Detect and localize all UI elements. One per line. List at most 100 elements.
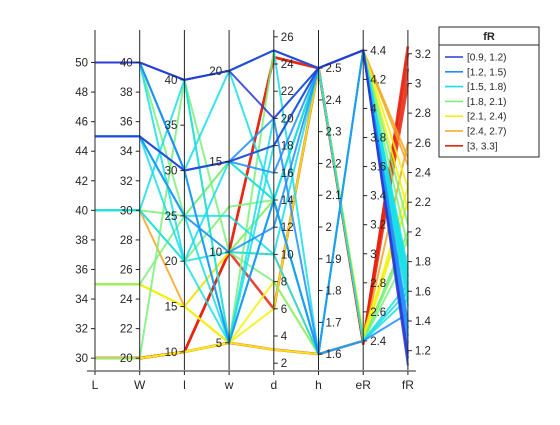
tick-label-er-4-4: 4.4 (370, 45, 387, 57)
tick-label-w-40: 40 (120, 58, 133, 70)
legend-label-5: [2.4, 2.7) (467, 127, 506, 138)
category-label-h: h (315, 378, 322, 392)
tick-label-l-32: 32 (75, 324, 88, 336)
legend-label-6: [3, 3.3] (467, 141, 498, 152)
tick-label-d-4: 4 (281, 331, 288, 343)
tick-label-h-1-7: 1.7 (326, 317, 342, 329)
tick-label-w-36: 36 (120, 117, 133, 129)
tick-label-d-24: 24 (281, 59, 294, 71)
tick-label-fr-1-2: 1.2 (415, 346, 431, 358)
tick-label-er-3-6: 3.6 (370, 162, 386, 174)
tick-label-d-26: 26 (281, 32, 294, 44)
tick-label-h-1-6: 1.6 (326, 349, 342, 361)
series-line-30 (95, 49, 409, 329)
tick-label-h-2-2: 2.2 (326, 158, 342, 170)
tick-label-l-30: 30 (75, 353, 88, 365)
tick-label-er-2-4: 2.4 (370, 336, 387, 348)
category-label-w: w (224, 378, 234, 392)
tick-label-h-2-3: 2.3 (326, 127, 342, 139)
tick-label-fr-2-6: 2.6 (415, 138, 431, 150)
tick-label-h-2-1: 2.1 (326, 190, 342, 202)
data-lines (95, 46, 410, 366)
tick-label-er-2-6: 2.6 (370, 307, 386, 319)
tick-label-h-2-5: 2.5 (326, 63, 342, 75)
category-label-d: d (270, 378, 277, 392)
tick-label-l-42: 42 (75, 176, 88, 188)
tick-label-d-6: 6 (281, 304, 287, 316)
tick-label-d-18: 18 (281, 141, 294, 153)
legend-label-3: [1.8, 2.1) (467, 97, 506, 108)
tick-label-fr-1-6: 1.6 (415, 286, 431, 298)
tick-label-fr-3-2: 3.2 (415, 49, 431, 61)
series-line-19 (95, 49, 409, 299)
tick-label-d-8: 8 (281, 277, 287, 289)
tick-label-l-38: 38 (75, 235, 88, 247)
category-label-w: W (134, 378, 146, 392)
tick-label-w-24: 24 (120, 294, 133, 306)
series-line-33 (95, 61, 409, 356)
series-line-17 (95, 61, 409, 356)
category-label-l: L (92, 378, 99, 392)
tick-label-h-2-4: 2.4 (326, 95, 343, 107)
tick-label-w-22: 22 (120, 324, 133, 336)
tick-label-d-16: 16 (281, 168, 294, 180)
tick-label-l-15: 15 (165, 302, 178, 314)
tick-label-l-48: 48 (75, 87, 88, 99)
tick-label-l-30: 30 (165, 166, 178, 178)
tick-label-w-15: 15 (209, 156, 222, 168)
tick-label-er-3-2: 3.2 (370, 220, 386, 232)
tick-label-er-4: 4 (370, 103, 377, 115)
series-line-36 (95, 49, 409, 354)
tick-label-fr-1-8: 1.8 (415, 257, 431, 269)
tick-label-fr-2-2: 2.2 (415, 197, 431, 209)
tick-label-l-50: 50 (75, 58, 88, 70)
tick-label-d-22: 22 (281, 86, 294, 98)
tick-label-l-46: 46 (75, 117, 88, 129)
tick-label-d-10: 10 (281, 249, 294, 261)
tick-label-er-3: 3 (370, 249, 376, 261)
coordinate-axes: 3032343638404244464850202224262830323436… (75, 30, 431, 370)
tick-label-l-40: 40 (165, 75, 178, 87)
tick-label-d-20: 20 (281, 113, 294, 125)
tick-label-l-36: 36 (75, 264, 88, 276)
tick-label-l-20: 20 (165, 256, 178, 268)
tick-label-er-3-4: 3.4 (370, 191, 387, 203)
tick-label-l-35: 35 (165, 120, 178, 132)
tick-label-w-28: 28 (120, 235, 133, 247)
legend-title: fR (483, 31, 495, 43)
tick-label-w-30: 30 (120, 205, 133, 217)
tick-label-d-12: 12 (281, 222, 294, 234)
legend: fR [0.9, 1.2) [1.2, 1.5) [1.5, 1.8) [1.8, 2.… (438, 26, 540, 158)
tick-label-l-25: 25 (165, 211, 178, 223)
tick-label-w-10: 10 (209, 247, 222, 259)
tick-label-fr-2: 2 (415, 227, 421, 239)
legend-label-4: [2.1, 2.4) (467, 112, 506, 123)
legend-label-1: [1.2, 1.5) (467, 67, 506, 78)
tick-label-w-32: 32 (120, 176, 133, 188)
tick-label-h-2: 2 (326, 222, 332, 234)
tick-label-fr-2-8: 2.8 (415, 108, 431, 120)
tick-label-l-44: 44 (75, 146, 88, 158)
tick-label-er-4-2: 4.2 (370, 74, 386, 86)
tick-label-w-34: 34 (120, 146, 133, 158)
tick-label-w-20: 20 (209, 66, 222, 78)
legend-label-2: [1.5, 1.8) (467, 82, 506, 93)
tick-label-l-34: 34 (75, 294, 88, 306)
tick-label-d-14: 14 (281, 195, 294, 207)
category-label-er: eR (356, 378, 372, 392)
tick-label-w-20: 20 (120, 353, 133, 365)
tick-label-l-10: 10 (165, 347, 178, 359)
tick-label-er-3-8: 3.8 (370, 133, 386, 145)
category-label-fr: fR (402, 378, 414, 392)
series-line-18 (95, 49, 409, 292)
tick-label-fr-3: 3 (415, 78, 421, 90)
tick-label-w-26: 26 (120, 264, 133, 276)
tick-label-d-2: 2 (281, 358, 287, 370)
legend-box (438, 26, 540, 158)
tick-label-h-1-8: 1.8 (326, 286, 342, 298)
tick-label-er-2-8: 2.8 (370, 278, 386, 290)
legend-label-0: [0.9, 1.2) (467, 53, 506, 64)
